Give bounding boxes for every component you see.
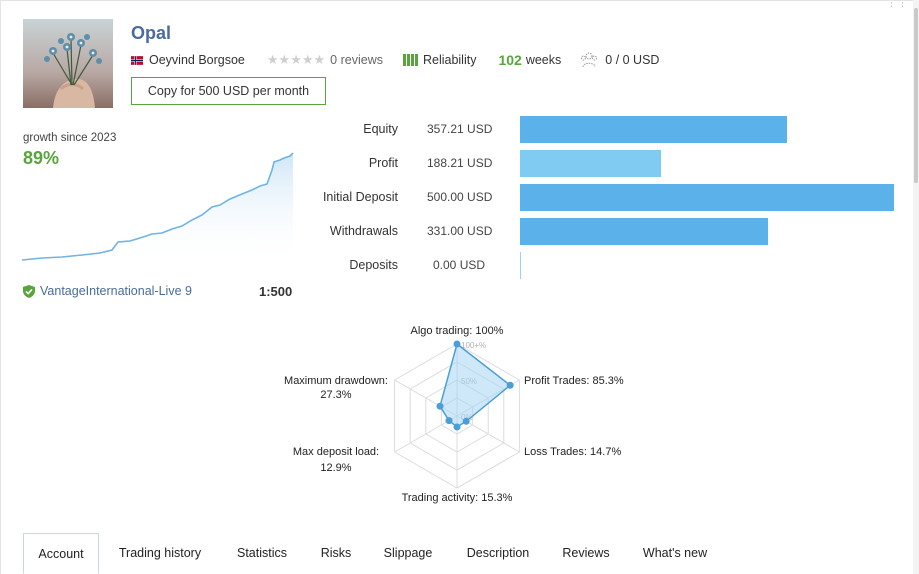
deposits-bar xyxy=(520,252,521,279)
radar-axis-label: Profit Trades: 85.3% xyxy=(524,375,624,387)
norway-flag-icon xyxy=(131,55,143,65)
reliability-bar-segment xyxy=(410,54,414,66)
radar-scale-label: 100+% xyxy=(461,341,486,350)
growth-sparkline[interactable] xyxy=(22,150,297,265)
copy-signal-button[interactable]: Copy for 500 USD per month xyxy=(131,77,326,105)
growth-line xyxy=(22,152,294,261)
reliability-label: Reliability xyxy=(422,53,477,67)
weeks-label: weeks xyxy=(525,53,562,67)
subscribers-value: 0 / 0 USD xyxy=(605,53,660,67)
reliability-bars-icon xyxy=(402,54,418,66)
deposits-value: 0.00 USD xyxy=(433,258,486,272)
equity-value: 357.21 USD xyxy=(427,122,493,136)
subscribers-icon xyxy=(580,52,598,68)
equity-bar xyxy=(520,116,788,143)
profit-bar xyxy=(520,150,661,177)
radar-grid-ring xyxy=(409,361,505,471)
signal-avatar xyxy=(23,19,113,108)
tab-statistics[interactable]: Statistics xyxy=(236,546,287,560)
radar-point xyxy=(453,340,461,348)
frame-border-left xyxy=(0,0,1,574)
radar-axis-value: 27.3% xyxy=(320,389,351,401)
tab-description[interactable]: Description xyxy=(466,546,530,560)
growth-value: 89% xyxy=(23,148,60,168)
weeks-value: 102 xyxy=(498,52,522,68)
verified-shield-icon xyxy=(23,284,35,298)
signal-tabs: Account Trading history Statistics Risks… xyxy=(23,533,903,574)
radar-grid-ring xyxy=(425,379,489,453)
tab-whats-new[interactable]: What's new xyxy=(642,546,708,560)
profit-label: Profit xyxy=(368,156,398,170)
radar-spoke xyxy=(394,379,458,417)
tab-slippage[interactable]: Slippage xyxy=(383,546,433,560)
withdrawals-value: 331.00 USD xyxy=(427,224,493,238)
deposits-label: Deposits xyxy=(349,258,398,272)
radar-axis-label: Maximum drawdown: xyxy=(284,375,388,387)
corner-menu-icon[interactable]: ⋮⋮ xyxy=(886,0,908,9)
scrollbar-thumb[interactable] xyxy=(914,8,918,183)
radar-axis-label: Max deposit load: xyxy=(293,446,379,458)
vertical-scrollbar[interactable] xyxy=(913,0,919,574)
radar-scale-label: 50% xyxy=(461,377,477,386)
signal-meta-row: Oeyvind Borgsoe ★★★★★ 0 reviews Reliabil… xyxy=(131,52,659,68)
broker-server[interactable]: VantageInternational-Live 9 xyxy=(23,284,192,298)
profit-value: 188.21 USD xyxy=(427,156,493,170)
withdrawals-label: Withdrawals xyxy=(329,224,398,238)
radar-axis-value: 12.9% xyxy=(320,462,351,474)
radar-spoke xyxy=(394,415,458,453)
signal-title[interactable]: Opal xyxy=(131,23,172,43)
radar-point xyxy=(453,423,461,431)
radar-spoke xyxy=(456,379,520,417)
tab-reviews[interactable]: Reviews xyxy=(562,546,610,560)
initial-deposit-label: Initial Deposit xyxy=(322,190,398,204)
radar-point xyxy=(506,381,514,389)
initial-deposit-value: 500.00 USD xyxy=(427,190,493,204)
frame-border-top xyxy=(0,0,919,1)
radar-axis-label: Loss Trades: 14.7% xyxy=(524,446,621,458)
equity-label: Equity xyxy=(363,122,398,136)
radar-grid-ring xyxy=(394,343,520,489)
server-name[interactable]: VantageInternational-Live 9 xyxy=(40,284,192,298)
growth-label: growth since 2023 xyxy=(23,132,117,144)
radar-spoke xyxy=(456,415,520,453)
radar-grid xyxy=(394,343,520,489)
tab-risks[interactable]: Risks xyxy=(320,546,352,560)
growth-area xyxy=(22,153,293,265)
reliability-bar-segment xyxy=(406,54,410,66)
tab-account[interactable]: Account xyxy=(23,533,99,574)
author-name[interactable]: Oeyvind Borgsoe xyxy=(149,53,245,67)
withdrawals-bar xyxy=(520,218,768,245)
radar-grid-ring xyxy=(440,397,474,435)
radar-points xyxy=(436,340,514,431)
leverage-value: 1:500 xyxy=(259,284,293,299)
reliability-bar-segment xyxy=(402,54,406,66)
radar-point xyxy=(445,417,453,425)
radar-scale: 100+% 50% 0% xyxy=(461,341,486,422)
radar-polygon xyxy=(439,342,512,428)
initial-deposit-bar xyxy=(520,184,894,211)
radar-axis-label: Trading activity: 15.3% xyxy=(402,492,513,504)
reliability-bar-segment xyxy=(414,54,418,66)
radar-point xyxy=(462,417,470,425)
rating-stars-icon: ★★★★★ xyxy=(266,52,326,67)
radar-scale-label: 0% xyxy=(461,413,473,422)
tab-trading-history[interactable]: Trading history xyxy=(118,546,202,560)
radar-labels: Algo trading: 100% Profit Trades: 85.3% Lo… xyxy=(284,325,624,504)
reviews-count[interactable]: 0 reviews xyxy=(330,53,383,67)
radar-axis-label: Algo trading: 100% xyxy=(411,325,504,337)
radar-point xyxy=(436,402,444,410)
